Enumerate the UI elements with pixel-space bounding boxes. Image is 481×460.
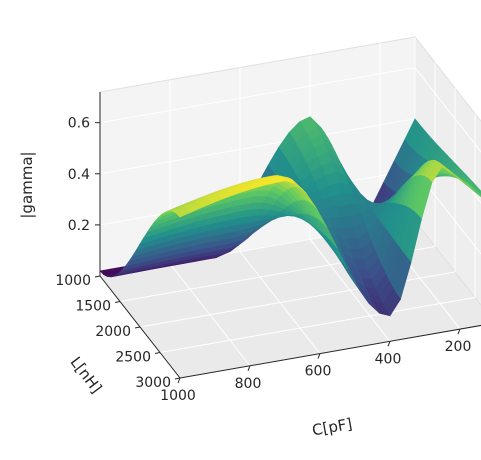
y-tick-mark <box>155 353 160 354</box>
x-tick-label: 200 <box>445 339 472 355</box>
x-tick-label: 1000 <box>160 388 196 404</box>
x-tick-label: 600 <box>305 364 332 380</box>
y-tick-mark <box>115 302 120 303</box>
x-tick-label: 800 <box>235 376 262 392</box>
y-tick-label: 1000 <box>55 273 91 289</box>
x-tick-label: 400 <box>375 351 402 367</box>
y-tick-label: 1500 <box>75 299 111 315</box>
z-axis-title: |gamma| <box>18 151 36 218</box>
x-axis-title: C[pF] <box>311 415 354 440</box>
y-tick-label: 2000 <box>95 324 131 340</box>
y-tick-mark <box>135 327 140 328</box>
y-tick-mark <box>95 276 100 277</box>
z-tick-label: 0.6 <box>68 116 90 132</box>
y-axis-title: L[nH] <box>67 353 106 396</box>
z-tick-label: 0.4 <box>68 167 90 183</box>
z-tick-label: 0.2 <box>68 218 90 234</box>
y-tick-label: 2500 <box>115 350 151 366</box>
